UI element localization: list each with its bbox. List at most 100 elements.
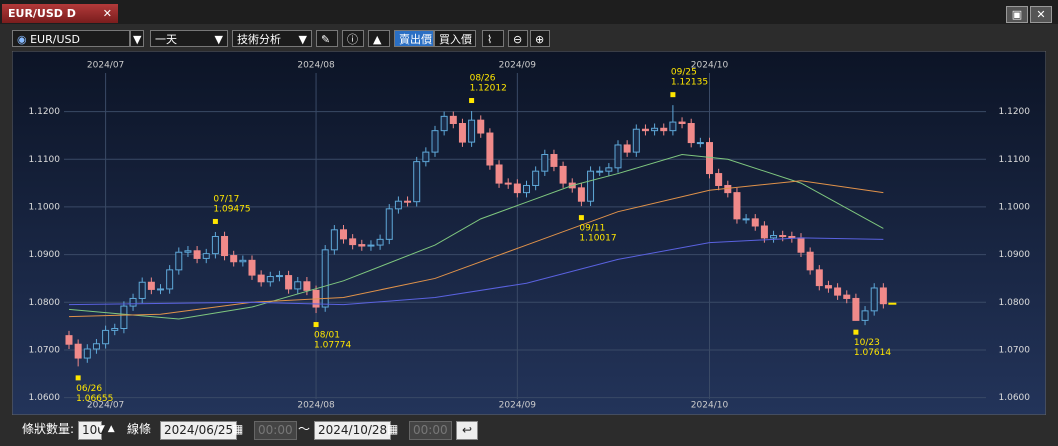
annotation-date: 07/17: [213, 194, 239, 204]
candle-body: [285, 275, 293, 290]
tab-close[interactable]: ✕: [102, 7, 112, 20]
maximize-button[interactable]: ▣: [1006, 6, 1028, 23]
ask-button[interactable]: 買入價: [434, 30, 476, 47]
candle-body: [431, 130, 439, 153]
from-time[interactable]: 00:00: [254, 421, 297, 440]
candle-body: [495, 164, 503, 184]
candle-body: [193, 250, 201, 259]
candle-body: [861, 310, 869, 321]
tab-bar: EUR/USD D ✕ ▣ ✕: [0, 0, 1058, 24]
candle-body: [815, 269, 823, 287]
x-tick-label: 2024/08: [297, 61, 335, 71]
zoom-out-button[interactable]: ⊖: [508, 30, 528, 47]
candle-body: [92, 343, 100, 350]
zoom-in-button[interactable]: ⊕: [530, 30, 550, 47]
candle-body: [248, 259, 256, 276]
candle-body: [239, 259, 247, 263]
x-tick-label: 2024/10: [691, 61, 729, 71]
candle-body: [147, 281, 155, 290]
candle-body: [340, 229, 347, 240]
analysis-select[interactable]: 技術分析 ▼: [232, 30, 312, 47]
candle-body: [294, 281, 302, 290]
candle-body: [788, 235, 796, 239]
bars-input[interactable]: 100: [78, 421, 105, 440]
candle-body: [559, 165, 567, 184]
annotation-date: 10/23: [854, 338, 880, 348]
candle-body: [65, 335, 73, 345]
annotation-date: 06/26: [76, 384, 102, 394]
to-time[interactable]: 00:00: [409, 421, 452, 440]
candle-body: [458, 123, 466, 143]
candle-body: [440, 115, 448, 132]
moving-average: [68, 180, 884, 318]
candle-body: [468, 119, 476, 143]
candle-body: [587, 170, 595, 202]
bid-button[interactable]: 賣出價: [394, 30, 434, 47]
annotation-value: 1.09475: [213, 204, 250, 214]
y-tick-label: 1.1000: [29, 202, 61, 212]
analysis: 技術分析: [237, 33, 281, 46]
footer: 條狀數量: 100 ▼ ▲ 線條 2024/06/25 ▦ 00:00 ～ 20…: [0, 418, 1058, 442]
y-tick-label-right: 1.0900: [999, 250, 1031, 260]
annotation-value: 1.12135: [671, 78, 708, 88]
candle-body: [504, 182, 512, 185]
candle-body: [696, 142, 704, 145]
candle-body: [715, 173, 723, 186]
chart-type-button[interactable]: ▲: [368, 30, 390, 47]
symbol-dropdown[interactable]: ▼: [130, 30, 144, 47]
candle-body: [669, 121, 677, 132]
to-date[interactable]: 2024/10/28: [314, 421, 392, 440]
candle-body: [779, 235, 787, 238]
reset-button[interactable]: ↩: [456, 421, 478, 440]
annotation-value: 1.07774: [314, 341, 351, 351]
candle-body: [770, 235, 778, 239]
close-button[interactable]: ✕: [1030, 6, 1052, 23]
candle-body: [577, 187, 585, 202]
candle-body: [413, 161, 421, 203]
draw-button[interactable]: ✎: [316, 30, 338, 47]
to-calendar[interactable]: ▦: [387, 422, 399, 436]
candle-body: [321, 249, 329, 308]
annotation-value: 1.06655: [76, 394, 113, 404]
candle-body: [230, 255, 238, 263]
annotation-marker: [469, 98, 475, 104]
candle-body: [641, 128, 649, 132]
candle-body: [532, 170, 540, 186]
bid: 賣出價: [399, 33, 432, 46]
candle-body: [266, 276, 274, 283]
annotation-value: 1.07614: [854, 348, 891, 358]
bars-label: 條狀數量:: [22, 422, 75, 436]
candle-body: [83, 348, 91, 359]
annotation-date: 08/26: [470, 74, 496, 84]
bars-spinner[interactable]: ▼ ▲: [98, 424, 115, 434]
candle-body: [678, 121, 686, 125]
candle-body: [751, 218, 759, 227]
tab[interactable]: EUR/USD D ✕: [2, 4, 118, 23]
symbol-select[interactable]: ◉ EUR/USD: [12, 30, 130, 47]
candle-body: [449, 115, 457, 125]
candle-body: [376, 238, 384, 246]
period-select[interactable]: 一天 ▼: [150, 30, 228, 47]
y-tick-label: 1.0800: [29, 298, 61, 308]
indicator-button[interactable]: ⌇: [482, 30, 504, 47]
y-tick-label: 1.0600: [29, 393, 61, 403]
candle-body: [367, 244, 375, 247]
candle-body: [834, 287, 842, 296]
from-date[interactable]: 2024/06/25: [160, 421, 238, 440]
annotation-date: 08/01: [314, 331, 340, 341]
candle-body: [852, 297, 860, 321]
y-tick-label-right: 1.0700: [999, 345, 1031, 355]
annotation-date: 09/11: [579, 224, 605, 234]
from-calendar[interactable]: ▦: [232, 422, 244, 436]
candle-body: [120, 305, 128, 329]
tilde: ～: [298, 422, 311, 436]
candle-body: [477, 119, 485, 134]
candle-body: [623, 144, 631, 153]
info-button[interactable]: ⓘ: [342, 30, 364, 47]
annotation-marker: [853, 329, 859, 335]
y-tick-label-right: 1.0600: [999, 393, 1031, 403]
candle-body: [111, 327, 119, 331]
line-label: 線條: [127, 422, 152, 436]
period: 一天: [155, 33, 177, 46]
